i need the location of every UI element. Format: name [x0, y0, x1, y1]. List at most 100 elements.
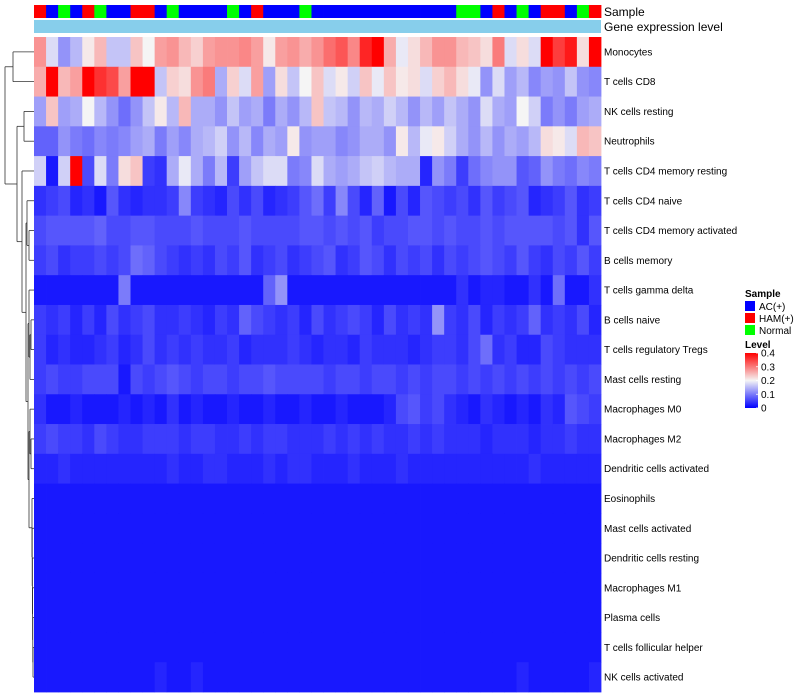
heatmap-cell [588, 334, 602, 365]
heatmap-cell [383, 215, 397, 246]
heatmap-cell [94, 334, 107, 365]
heatmap-cell [299, 126, 312, 157]
heatmap-cells [34, 37, 602, 693]
heatmap-cell [275, 424, 288, 455]
heatmap-cell [347, 662, 361, 693]
heatmap-cell [492, 453, 505, 484]
heatmap-cell [263, 275, 276, 306]
heatmap-cell [456, 304, 469, 336]
heatmap-cell [504, 543, 517, 574]
heatmap-cell [299, 304, 312, 336]
heatmap-cell [70, 245, 83, 276]
heatmap-cell [420, 275, 433, 306]
heatmap-cell [492, 156, 505, 187]
heatmap-cell [371, 215, 385, 246]
heatmap-cell [540, 126, 554, 157]
heatmap-cell [166, 513, 180, 544]
sample-annotation-cell [371, 5, 385, 18]
heatmap-cell [564, 156, 578, 187]
heatmap-cell [420, 424, 433, 455]
heatmap-cell [275, 453, 288, 484]
heatmap-cell [371, 483, 385, 514]
heatmap-cell [166, 602, 180, 633]
heatmap-cell [323, 304, 336, 336]
heatmap-cell [588, 424, 602, 455]
heatmap-cell [82, 215, 95, 246]
heatmap-cell [227, 334, 240, 365]
heatmap-cell [166, 394, 180, 425]
heatmap-cell [34, 215, 47, 246]
heatmap-cell [106, 632, 119, 663]
heatmap-cell [516, 66, 530, 97]
heatmap-cell [166, 483, 180, 514]
heatmap-cell [94, 662, 107, 693]
heatmap-cell [516, 662, 530, 693]
heatmap-cell [492, 304, 505, 336]
heatmap-cell [178, 37, 192, 68]
heatmap-cell [178, 662, 192, 693]
row-label: Dendritic cells resting [604, 554, 699, 565]
heatmap-cell [214, 96, 228, 127]
heatmap-cell [444, 513, 457, 544]
sample-annotation-cell [359, 5, 373, 18]
heatmap-cell [58, 66, 71, 97]
heatmap-cell [94, 245, 107, 276]
heatmap-cell [178, 215, 192, 246]
heatmap-cell [492, 96, 505, 127]
heatmap-cell [82, 334, 95, 365]
sample-annotation-cell [456, 5, 469, 18]
heatmap-cell [178, 602, 192, 633]
heatmap-cell [383, 513, 397, 544]
heatmap-cell [46, 96, 59, 127]
heatmap-cell [407, 126, 421, 157]
heatmap-cell [58, 304, 71, 336]
heatmap-cell [239, 453, 252, 484]
heatmap-cell [395, 424, 409, 455]
heatmap-cell [335, 37, 349, 68]
heatmap-cell [323, 572, 336, 604]
heatmap-cell [420, 126, 433, 157]
heatmap-cell [251, 334, 264, 365]
heatmap-cell [407, 275, 421, 306]
heatmap-cell [480, 543, 493, 574]
gene-expression-annotation-track [34, 20, 601, 33]
heatmap-cell [190, 185, 204, 217]
heatmap-cell [287, 602, 300, 633]
heatmap-cell [251, 156, 264, 187]
heatmap-cell [34, 156, 47, 187]
heatmap-cell [588, 543, 602, 574]
heatmap-cell [94, 572, 107, 604]
heatmap-cell [166, 453, 180, 484]
legend-entry-label: Normal [759, 326, 791, 337]
heatmap-cell [528, 483, 542, 514]
heatmap-cell [58, 37, 71, 68]
heatmap-cell [130, 304, 143, 336]
legend: Sample AC(+)HAM(+)Normal Level 0.4 0.3 0.2… [745, 289, 794, 415]
heatmap-cell [299, 543, 312, 574]
heatmap-cell [432, 632, 445, 663]
heatmap-cell [347, 215, 361, 246]
heatmap-cell [528, 37, 542, 68]
heatmap-cell [263, 96, 276, 127]
heatmap-cell [444, 37, 457, 68]
heatmap-cell [432, 602, 445, 633]
heatmap-cell [275, 662, 288, 693]
heatmap-cell [323, 126, 336, 157]
heatmap-cell [190, 245, 204, 276]
heatmap-cell [178, 245, 192, 276]
heatmap-cell [504, 513, 517, 544]
sample-annotation-cell [516, 5, 530, 18]
sample-annotation-cell [82, 5, 95, 18]
heatmap-cell [383, 126, 397, 157]
heatmap-cell [420, 602, 433, 633]
heatmap-cell [516, 394, 530, 425]
row-labels: Monocytes T cells CD8 NK cells resting Neut… [604, 47, 737, 683]
heatmap-cell [564, 364, 578, 395]
legend-swatch [745, 313, 755, 323]
heatmap-cell [142, 126, 156, 157]
heatmap-cell [359, 483, 373, 514]
heatmap-cell [347, 424, 361, 455]
heatmap-cell [540, 543, 554, 574]
heatmap-cell [444, 453, 457, 484]
heatmap-cell [588, 632, 602, 663]
